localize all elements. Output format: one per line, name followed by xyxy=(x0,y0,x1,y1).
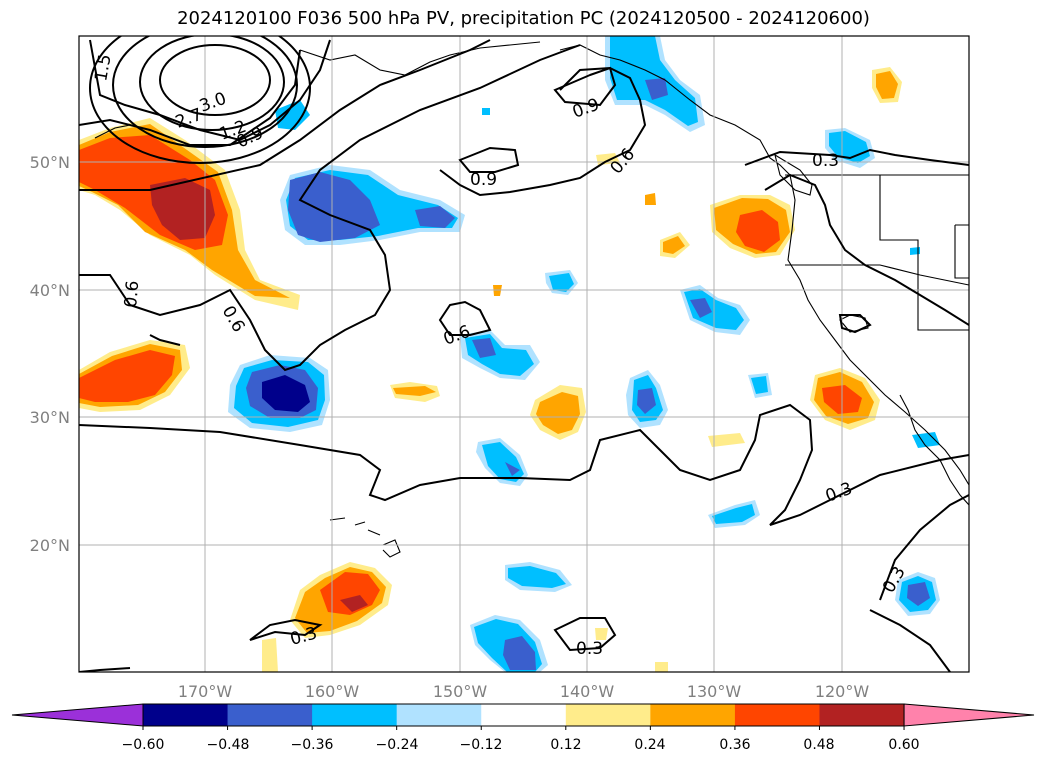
x-tick-label: 150°W xyxy=(433,682,488,701)
colorbar-swatch xyxy=(481,704,567,726)
colorbar-tick-label: 0.48 xyxy=(803,737,834,753)
colorbar-swatch xyxy=(227,704,313,726)
x-axis-labels: 170°W 160°W 150°W 140°W 130°W 120°W xyxy=(178,682,870,701)
colorbar-tick-labels: −0.60 −0.48 −0.36 −0.24 −0.12 0.12 0.24 … xyxy=(122,737,920,753)
gridlines xyxy=(79,36,969,672)
colorbar-swatch xyxy=(819,704,905,726)
map-title: 2024120100 F036 500 hPa PV, precipitatio… xyxy=(177,8,870,29)
colorbar-tick-label: 0.36 xyxy=(719,737,750,753)
colorbar-tick-label: −0.12 xyxy=(460,737,503,753)
precip-shading xyxy=(79,36,940,672)
colorbar-tick-label: 0.60 xyxy=(888,737,919,753)
colorbar: −0.60 −0.48 −0.36 −0.24 −0.12 0.12 0.24 … xyxy=(11,703,1035,753)
y-tick-label: 50°N xyxy=(30,153,70,172)
colorbar-swatch xyxy=(650,704,736,726)
contour-label: 0.9 xyxy=(470,170,497,190)
colorbar-frame xyxy=(142,703,905,727)
x-tick-label: 120°W xyxy=(815,682,870,701)
colorbar-extend-high xyxy=(903,703,1035,727)
colorbar-swatch xyxy=(143,704,229,726)
colorbar-swatch xyxy=(312,704,398,726)
contour-label: 0.3 xyxy=(812,151,839,171)
colorbar-swatches xyxy=(11,703,1035,730)
colorbar-tick-label: 0.24 xyxy=(634,737,665,753)
colorbar-swatch xyxy=(396,704,482,726)
x-tick-label: 170°W xyxy=(178,682,233,701)
y-tick-label: 20°N xyxy=(30,536,70,555)
contour-label: 0.3 xyxy=(576,639,603,659)
y-tick-label: 40°N xyxy=(30,281,70,300)
colorbar-tick-label: −0.48 xyxy=(207,737,250,753)
colorbar-tick-label: −0.24 xyxy=(376,737,419,753)
y-tick-label: 30°N xyxy=(30,408,70,427)
map-plot-area: 1.5 2.7 3.0 1.2 0.9 0.9 0.9 0.6 0.6 0.6 … xyxy=(79,36,969,672)
x-tick-label: 130°W xyxy=(687,682,742,701)
x-tick-label: 160°W xyxy=(305,682,360,701)
y-axis-labels: 50°N 40°N 30°N 20°N xyxy=(30,153,70,555)
contour-label: 1.5 xyxy=(91,53,115,83)
colorbar-swatch xyxy=(734,704,820,726)
pv-contours xyxy=(79,36,969,672)
colorbar-tick-label: −0.60 xyxy=(122,737,165,753)
colorbar-tick-label: 0.12 xyxy=(550,737,581,753)
map-frame xyxy=(78,35,970,673)
x-tick-label: 140°W xyxy=(560,682,615,701)
colorbar-swatch xyxy=(565,704,651,726)
contour-label: 0.6 xyxy=(121,280,143,309)
colorbar-tick-label: −0.36 xyxy=(291,737,334,753)
colorbar-extend-low xyxy=(11,703,144,727)
